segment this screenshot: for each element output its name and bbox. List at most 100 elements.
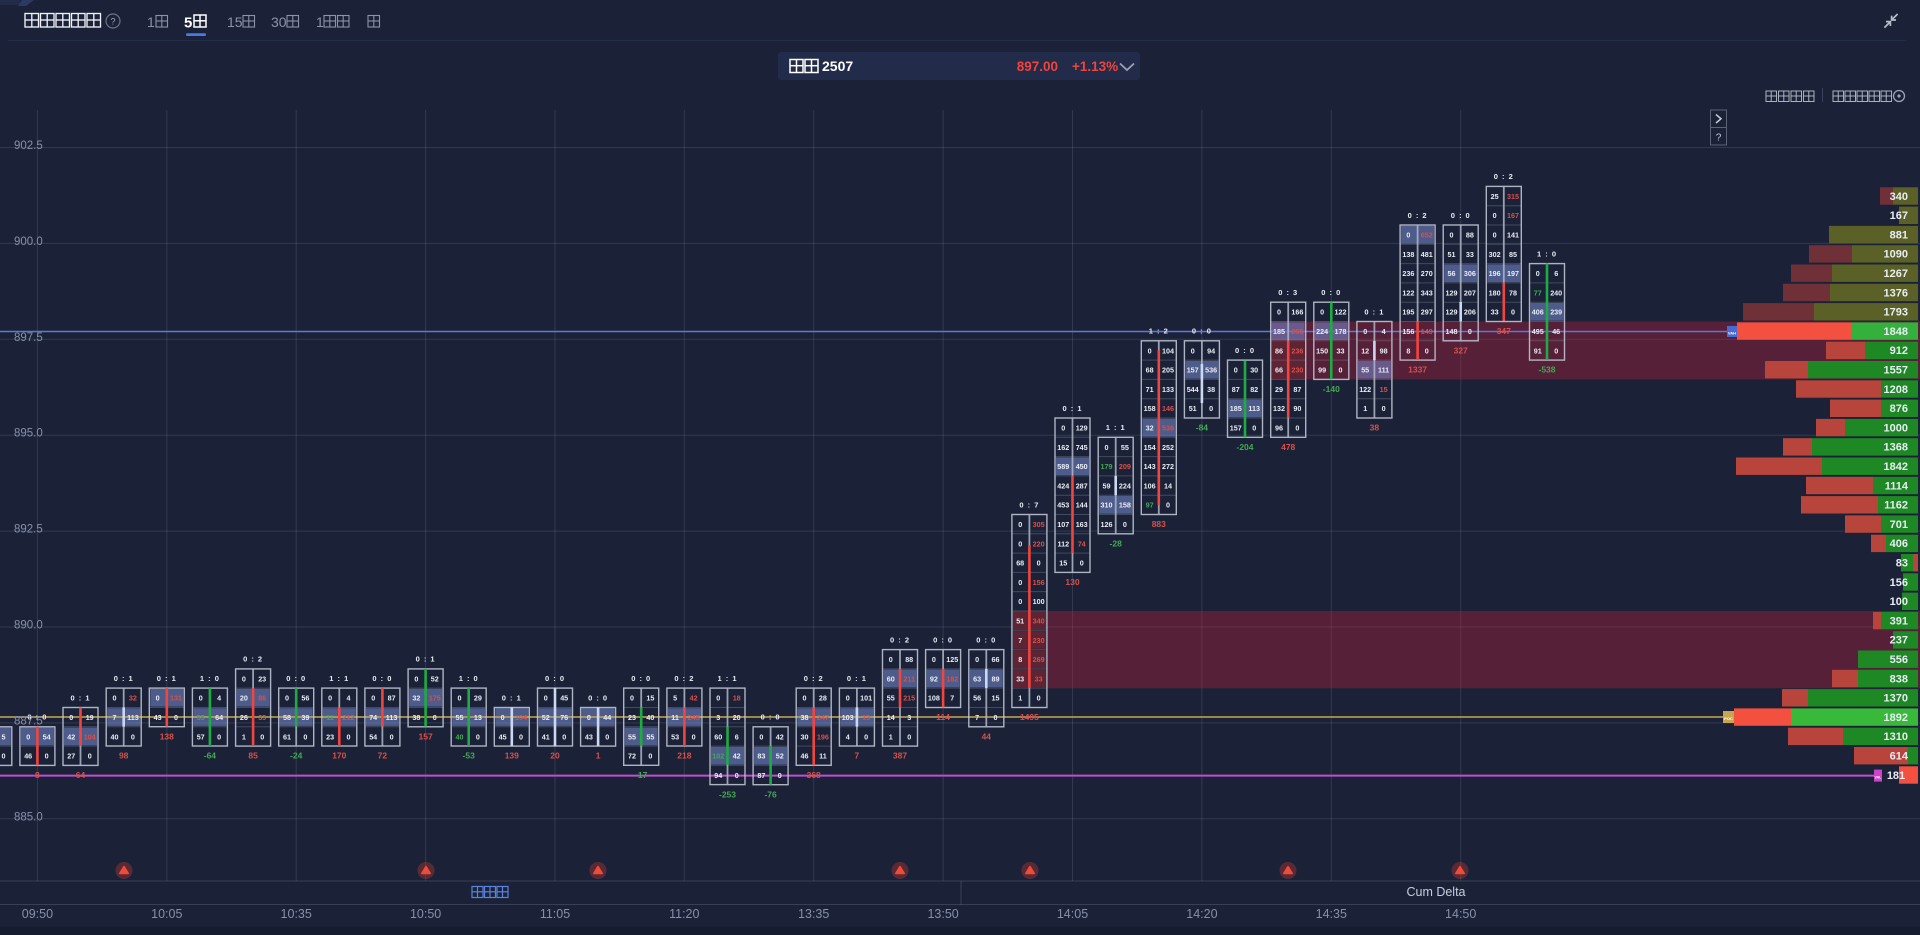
svg-text:10:50: 10:50 [410, 907, 441, 921]
svg-text:167: 167 [1507, 211, 1519, 220]
svg-text:32: 32 [1146, 424, 1154, 433]
svg-text:11:05: 11:05 [540, 907, 570, 921]
svg-text:196: 196 [1489, 269, 1501, 278]
svg-text:0: 0 [1425, 346, 1429, 355]
svg-text:0: 0 [759, 732, 763, 741]
svg-text:43: 43 [585, 732, 593, 741]
svg-text:53: 53 [671, 732, 679, 741]
svg-text:27: 27 [67, 752, 75, 761]
svg-text:536: 536 [1162, 424, 1174, 433]
svg-text:0 : 7: 0 : 7 [1019, 500, 1039, 509]
svg-text:0: 0 [994, 713, 998, 722]
svg-text:144: 144 [1076, 501, 1088, 510]
svg-text:09:50: 09:50 [22, 907, 53, 921]
svg-text:13:35: 13:35 [798, 907, 829, 921]
svg-text:0 : 2: 0 : 2 [890, 635, 910, 644]
svg-text:0: 0 [1295, 424, 1299, 433]
svg-text:1090: 1090 [1884, 249, 1908, 261]
svg-text:141: 141 [1507, 231, 1519, 240]
svg-text:0: 0 [1536, 269, 1540, 278]
svg-text:0: 0 [648, 752, 652, 761]
svg-text:240: 240 [1550, 288, 1562, 297]
svg-text:10:35: 10:35 [281, 907, 312, 921]
svg-text:-538: -538 [1538, 365, 1555, 375]
svg-text:163: 163 [1076, 520, 1088, 529]
svg-text:46: 46 [801, 752, 809, 761]
svg-text:245: 245 [688, 713, 700, 722]
svg-text:0: 0 [803, 694, 807, 703]
svg-text:POC: POC [1724, 716, 1733, 721]
svg-text:1267: 1267 [1884, 268, 1908, 280]
svg-text:52: 52 [776, 752, 784, 761]
svg-text:?: ? [110, 16, 115, 26]
svg-text:902.5: 902.5 [14, 140, 43, 152]
svg-text:156: 156 [1033, 578, 1045, 587]
svg-text:23: 23 [258, 674, 266, 683]
svg-text:0 : 0: 0 : 0 [545, 674, 565, 683]
svg-text:68: 68 [1016, 559, 1024, 568]
svg-text:272: 272 [1162, 462, 1174, 471]
svg-text:1: 1 [316, 14, 324, 30]
svg-text:-140: -140 [1323, 384, 1340, 394]
svg-text:0: 0 [1252, 424, 1256, 433]
svg-text:72: 72 [628, 752, 636, 761]
svg-text:209: 209 [1119, 462, 1131, 471]
svg-text:1: 1 [242, 732, 246, 741]
svg-text:185: 185 [1230, 404, 1242, 413]
svg-text:406: 406 [1890, 538, 1908, 550]
svg-text:185: 185 [1273, 327, 1285, 336]
svg-text:1 : 1: 1 : 1 [1106, 423, 1126, 432]
svg-text:252: 252 [1162, 443, 1174, 452]
svg-text:900.0: 900.0 [14, 236, 43, 248]
svg-text:41: 41 [542, 732, 550, 741]
svg-text:0: 0 [501, 713, 505, 722]
svg-text:-53: -53 [463, 751, 476, 761]
svg-text:0: 0 [846, 694, 850, 703]
svg-text:8: 8 [35, 770, 40, 780]
svg-text:57: 57 [197, 732, 205, 741]
svg-text:46: 46 [24, 752, 32, 761]
svg-text:387: 387 [893, 751, 907, 761]
svg-text:179: 179 [1101, 462, 1113, 471]
svg-text:1310: 1310 [1884, 731, 1908, 743]
svg-text:113: 113 [127, 713, 139, 722]
svg-text:51: 51 [1016, 617, 1024, 626]
svg-text:55: 55 [646, 732, 654, 741]
svg-text:112: 112 [1057, 539, 1069, 548]
svg-text:38: 38 [412, 713, 420, 722]
svg-text:7: 7 [950, 694, 954, 703]
svg-text:14:20: 14:20 [1186, 907, 1217, 921]
svg-text:14:35: 14:35 [1316, 907, 1347, 921]
svg-text:180: 180 [1489, 288, 1501, 297]
svg-text:0 : 1: 0 : 1 [1364, 307, 1384, 316]
svg-text:0 : 1: 0 : 1 [157, 674, 177, 683]
svg-text:?: ? [1716, 133, 1722, 144]
svg-text:0: 0 [328, 694, 332, 703]
svg-text:63: 63 [973, 674, 981, 683]
svg-text:-64: -64 [204, 751, 217, 761]
svg-text:327: 327 [1454, 345, 1468, 355]
svg-text:885.0: 885.0 [14, 811, 43, 823]
svg-text:7: 7 [1018, 636, 1022, 645]
svg-text:32: 32 [129, 694, 137, 703]
svg-text:4: 4 [347, 694, 351, 703]
svg-text:347: 347 [1497, 326, 1511, 336]
svg-text:60: 60 [887, 674, 895, 683]
svg-text:0: 0 [156, 694, 160, 703]
svg-text:0 : 0: 0 : 0 [1321, 288, 1341, 297]
svg-text:33: 33 [1035, 674, 1043, 683]
svg-text:87: 87 [1232, 385, 1240, 394]
svg-text:1557: 1557 [1884, 365, 1908, 377]
svg-text:265: 265 [1291, 327, 1303, 336]
svg-text:14:05: 14:05 [1057, 907, 1088, 921]
svg-text:83: 83 [1896, 558, 1908, 570]
svg-text:158: 158 [1144, 404, 1156, 413]
svg-text:0: 0 [1018, 597, 1022, 606]
svg-text:206: 206 [1464, 308, 1476, 317]
svg-text:0: 0 [1018, 539, 1022, 548]
svg-text:146: 146 [1162, 404, 1174, 413]
svg-text:0 : 2: 0 : 2 [1408, 211, 1428, 220]
svg-text:207: 207 [1464, 288, 1476, 297]
svg-text:129: 129 [1446, 288, 1458, 297]
svg-text:20: 20 [550, 751, 560, 761]
